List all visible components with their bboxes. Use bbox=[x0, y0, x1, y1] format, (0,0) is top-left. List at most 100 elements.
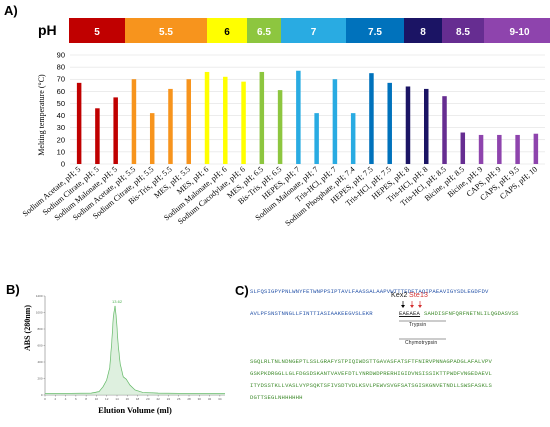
chymotrypsin-label: Chymotrypsin bbox=[405, 340, 438, 346]
x-tick-label-b: 6 bbox=[75, 397, 77, 401]
y-axis-label-b: ABS (280nm) bbox=[23, 305, 32, 351]
x-tick-label-b: 2 bbox=[54, 397, 56, 401]
ph-legend-swatch bbox=[247, 18, 281, 43]
bar bbox=[113, 97, 118, 164]
ph-legend-swatch bbox=[346, 18, 404, 43]
y-axis-ticks: 0 10 20 30 40 50 60 70 80 90 bbox=[57, 51, 65, 169]
trypsin-label: Trypsin bbox=[409, 322, 427, 328]
y-tick-label: 30 bbox=[57, 123, 65, 132]
bar bbox=[168, 88, 173, 164]
bar bbox=[350, 113, 356, 164]
panel-b-chromatogram: 0 2 4 6 8 10 12 14 16 18 20 22 24 26 28 30 32 34020040060… bbox=[23, 294, 225, 415]
bar bbox=[533, 133, 539, 164]
bar bbox=[241, 81, 246, 164]
sequence-line-4: GSKPKDRGGLLGLFDGSDSKANTVAVEFDTLYNRDWDPRE… bbox=[250, 370, 492, 377]
bar bbox=[387, 82, 392, 164]
y-tick-label: 50 bbox=[57, 99, 65, 108]
x-tick-label-b: 16 bbox=[126, 397, 130, 401]
ph-legend-swatch bbox=[281, 18, 346, 43]
ph-legend-text: 6.5 bbox=[257, 27, 271, 38]
bar bbox=[332, 79, 338, 164]
bar bbox=[497, 134, 502, 164]
bar bbox=[478, 134, 484, 164]
y-axis-label: Melting temperature (°C) bbox=[37, 74, 46, 156]
panel-a-letter: A) bbox=[4, 3, 18, 18]
bar bbox=[76, 82, 82, 164]
y-tick-label-b: 600 bbox=[37, 344, 42, 348]
x-tick-label-b: 34 bbox=[218, 397, 222, 401]
y-tick-label-b: 200 bbox=[37, 377, 42, 381]
bars bbox=[76, 70, 539, 164]
bar bbox=[515, 134, 520, 164]
x-tick-label-b: 18 bbox=[136, 397, 140, 401]
bar bbox=[277, 90, 283, 164]
ph-legend-swatch bbox=[484, 18, 550, 43]
ste13-arrowhead-2 bbox=[418, 305, 422, 308]
kex2-arrowhead bbox=[401, 305, 405, 308]
x-tick-label-b: 4 bbox=[65, 397, 67, 401]
bar bbox=[186, 79, 191, 164]
x-tick-label-b: 26 bbox=[177, 397, 181, 401]
panel-a-bar-chart: pH 5 5.5 6 6.5 7 7.5 8 8.5 9-10 0 10 20 30 40 50 60 70 80… bbox=[21, 18, 550, 228]
y-tick-label: 0 bbox=[61, 160, 65, 169]
bar bbox=[442, 96, 447, 164]
ph-legend-swatch bbox=[207, 18, 247, 43]
peak-label: 13.62 bbox=[112, 299, 123, 304]
y-tick-label-b: 0 bbox=[41, 393, 43, 397]
gridlines bbox=[70, 54, 545, 165]
ph-legend-text: 5.5 bbox=[159, 27, 173, 38]
kex2-label: Kex2 bbox=[391, 292, 408, 299]
x-tick-label-b: 12 bbox=[105, 397, 109, 401]
x-tick-label-b: 30 bbox=[198, 397, 202, 401]
ph-legend-text: 9-10 bbox=[509, 27, 529, 38]
sequence-line-6: DGTTSEGLNHHHHHH bbox=[250, 394, 303, 401]
bar bbox=[223, 76, 228, 164]
ph-legend-swatch bbox=[442, 18, 484, 43]
x-tick-label-b: 10 bbox=[95, 397, 99, 401]
sequence-line-2c: SAHDISFNFQRFNETNLILQGDASVSS bbox=[424, 310, 519, 317]
elution-curve bbox=[45, 305, 225, 394]
ph-legend-text: 5 bbox=[94, 27, 100, 38]
sequence-line-3: SGQLRLTNLNDNGEPTLSSLGRAFYSTPIQIWDSTTGAVA… bbox=[250, 358, 492, 365]
bar bbox=[314, 113, 319, 164]
y-tick-label-b: 400 bbox=[37, 360, 42, 364]
bar bbox=[149, 113, 155, 164]
chromatogram-axes: 0 2 4 6 8 10 12 14 16 18 20 22 24 26 28 30 32 34020040060… bbox=[36, 294, 225, 401]
x-axis-label-b: Elution Volume (ml) bbox=[98, 405, 172, 415]
y-tick-label-b: 800 bbox=[37, 327, 42, 331]
ph-legend-text: 7 bbox=[311, 27, 317, 38]
y-tick-label: 70 bbox=[57, 75, 65, 84]
sequence-line-2b: EAEAEA bbox=[399, 310, 421, 317]
y-tick-label: 90 bbox=[57, 51, 65, 60]
ste13-label: Ste13 bbox=[409, 292, 429, 299]
y-tick-label: 20 bbox=[57, 135, 65, 144]
sequence-line-5: ITYDSSTKLLVASLVYPSQKTSFIVSDTVDLKSVLPEWVS… bbox=[250, 382, 492, 389]
ph-legend-swatch bbox=[69, 18, 125, 43]
x-tick-label-b: 14 bbox=[115, 397, 119, 401]
y-tick-label: 40 bbox=[57, 111, 65, 120]
panel-b-letter: B) bbox=[6, 282, 20, 297]
x-tick-label-b: 32 bbox=[208, 397, 212, 401]
x-tick-label-b: 0 bbox=[44, 397, 46, 401]
y-tick-label: 10 bbox=[57, 147, 65, 156]
bar bbox=[424, 88, 429, 164]
ph-legend-text: 8 bbox=[420, 27, 426, 38]
ph-legend-text: 8.5 bbox=[456, 27, 470, 38]
ph-legend-text: 6 bbox=[224, 27, 230, 38]
sequence-line-2a: AVLPFSNSTNNGLLFINTTIASIAAKEEGVSLEKR bbox=[250, 310, 373, 317]
bar bbox=[460, 132, 466, 164]
elution-area bbox=[45, 305, 225, 395]
x-tick-label-b: 20 bbox=[146, 397, 150, 401]
bar bbox=[259, 71, 265, 164]
ph-legend-swatch bbox=[125, 18, 207, 43]
y-tick-label-b: 1200 bbox=[36, 294, 43, 298]
bar bbox=[131, 79, 137, 164]
bar bbox=[369, 73, 374, 164]
x-tick-label-b: 28 bbox=[187, 397, 191, 401]
x-tick-label-b: 22 bbox=[156, 397, 160, 401]
ph-legend-label: pH bbox=[38, 22, 57, 38]
y-tick-label: 60 bbox=[57, 87, 65, 96]
bar bbox=[95, 108, 100, 164]
